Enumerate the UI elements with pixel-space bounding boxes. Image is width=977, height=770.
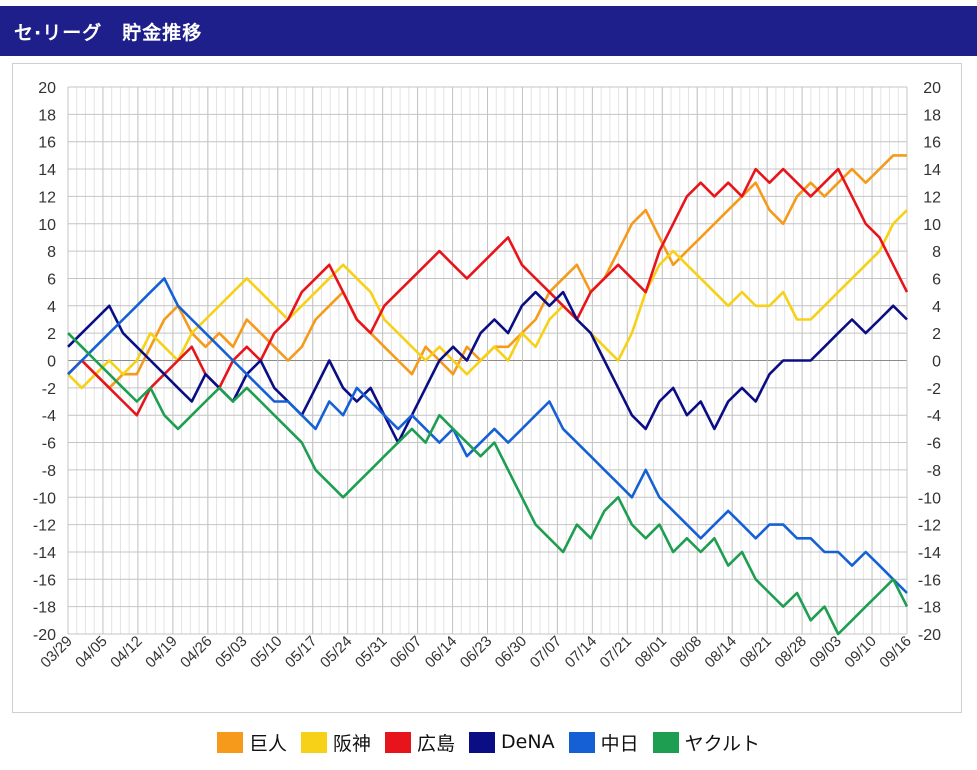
x-tick-label: 09/03	[806, 633, 845, 672]
y-tick-label-right: -20	[918, 627, 941, 644]
y-tick-label-left: -8	[42, 463, 56, 480]
legend-label: ヤクルト	[684, 732, 761, 755]
series-line-DeNA	[67, 290, 908, 444]
y-tick-label-left: 2	[47, 326, 56, 343]
y-tick-label-left: -6	[42, 436, 56, 453]
y-tick-label-right: -14	[918, 545, 941, 562]
x-tick-label: 09/10	[841, 633, 880, 672]
x-tick-label: 08/08	[667, 633, 706, 672]
y-tick-label-left: 12	[38, 189, 56, 206]
y-tick-label-right: 20	[923, 80, 941, 97]
legend-swatch	[385, 731, 412, 753]
legend-item: DeNA	[469, 731, 555, 753]
y-tick-label-left: -4	[42, 408, 56, 425]
series-line-阪神	[67, 209, 908, 390]
x-tick-label: 08/14	[701, 633, 740, 672]
y-tick-label-right: 8	[932, 244, 941, 261]
y-tick-label-right: -4	[927, 408, 941, 425]
legend-label: DeNA	[501, 731, 555, 753]
x-tick-label: 05/24	[317, 633, 356, 672]
y-tick-label-right: 4	[932, 299, 941, 316]
legend-label: 阪神	[333, 732, 372, 755]
legend-label: 広島	[417, 732, 456, 755]
series-line-中日	[67, 277, 908, 594]
x-tick-label: 07/07	[527, 633, 566, 672]
series-line-ヤクルト	[67, 332, 909, 636]
legend-item: 阪神	[301, 729, 371, 756]
x-tick-label: 05/03	[212, 633, 251, 672]
y-tick-label-right: 0	[932, 354, 941, 371]
legend-item: 巨人	[216, 729, 287, 756]
y-tick-label-left: 14	[38, 162, 56, 179]
y-tick-label-right: 12	[923, 189, 941, 206]
y-tick-label-right: -8	[927, 463, 941, 480]
legend-item: 広島	[385, 729, 455, 756]
y-tick-label-left: -2	[42, 381, 56, 398]
y-tick-label-left: -18	[33, 600, 56, 617]
legend-swatch	[301, 731, 327, 753]
y-tick-label-right: -16	[918, 572, 941, 589]
y-tick-label-left: 10	[38, 217, 56, 234]
y-tick-label-right: 14	[923, 162, 941, 179]
chart-legend: 巨人 阪神 広島 DeNA 中日 ヤクルト	[0, 727, 977, 757]
x-tick-label: 07/14	[562, 633, 601, 672]
header-bar: セ·リーグ 貯金推移	[0, 6, 977, 56]
legend-swatch	[652, 731, 679, 753]
x-tick-label: 04/05	[72, 633, 111, 672]
y-tick-label-left: -10	[33, 490, 56, 507]
y-tick-label-left: 16	[38, 135, 56, 152]
y-tick-label-right: 16	[923, 135, 941, 152]
x-tick-label: 09/16	[876, 633, 915, 672]
y-tick-label-right: -10	[918, 490, 941, 507]
y-tick-label-right: 2	[932, 326, 941, 343]
y-tick-label-right: -12	[918, 518, 941, 535]
legend-swatch	[216, 731, 243, 753]
y-tick-label-right: -6	[927, 436, 941, 453]
y-tick-label-left: 0	[47, 354, 56, 371]
x-tick-label: 08/28	[771, 633, 810, 672]
y-tick-label-right: -2	[927, 381, 941, 398]
legend-swatch	[568, 731, 595, 753]
x-tick-label: 05/31	[352, 633, 391, 672]
x-tick-label: 04/26	[177, 633, 216, 672]
legend-swatch	[469, 731, 496, 753]
y-tick-label-left: -16	[33, 572, 56, 589]
legend-label: 巨人	[248, 732, 287, 755]
y-tick-label-right: 6	[932, 271, 941, 288]
x-tick-label: 07/21	[597, 633, 636, 672]
x-tick-label: 05/17	[282, 633, 321, 672]
x-tick-label: 06/30	[492, 633, 531, 672]
y-tick-label-left: -20	[33, 627, 56, 644]
y-tick-label-right: 18	[923, 107, 941, 124]
x-tick-label: 05/10	[247, 633, 286, 672]
x-tick-label: 04/19	[142, 633, 181, 672]
y-tick-label-left: 4	[47, 299, 56, 316]
x-tick-label: 06/23	[457, 633, 496, 672]
legend-item: 中日	[568, 729, 639, 756]
x-tick-label: 06/14	[422, 633, 461, 672]
y-tick-label-left: -14	[33, 545, 56, 562]
page-title: セ·リーグ 貯金推移	[14, 22, 203, 44]
y-tick-label-left: -12	[33, 518, 56, 535]
legend-item: ヤクルト	[652, 729, 761, 756]
y-tick-label-left: 18	[38, 107, 56, 124]
x-tick-label: 08/21	[736, 633, 775, 672]
x-tick-label: 06/07	[387, 633, 426, 672]
legend-label: 中日	[600, 732, 639, 755]
y-tick-label-left: 6	[47, 271, 56, 288]
y-tick-label-right: -18	[918, 600, 941, 617]
y-tick-label-left: 8	[47, 244, 56, 261]
y-tick-label-right: 10	[923, 217, 941, 234]
x-tick-label: 08/01	[632, 633, 671, 672]
y-tick-label-left: 20	[38, 80, 56, 97]
x-tick-label: 04/12	[107, 633, 146, 672]
